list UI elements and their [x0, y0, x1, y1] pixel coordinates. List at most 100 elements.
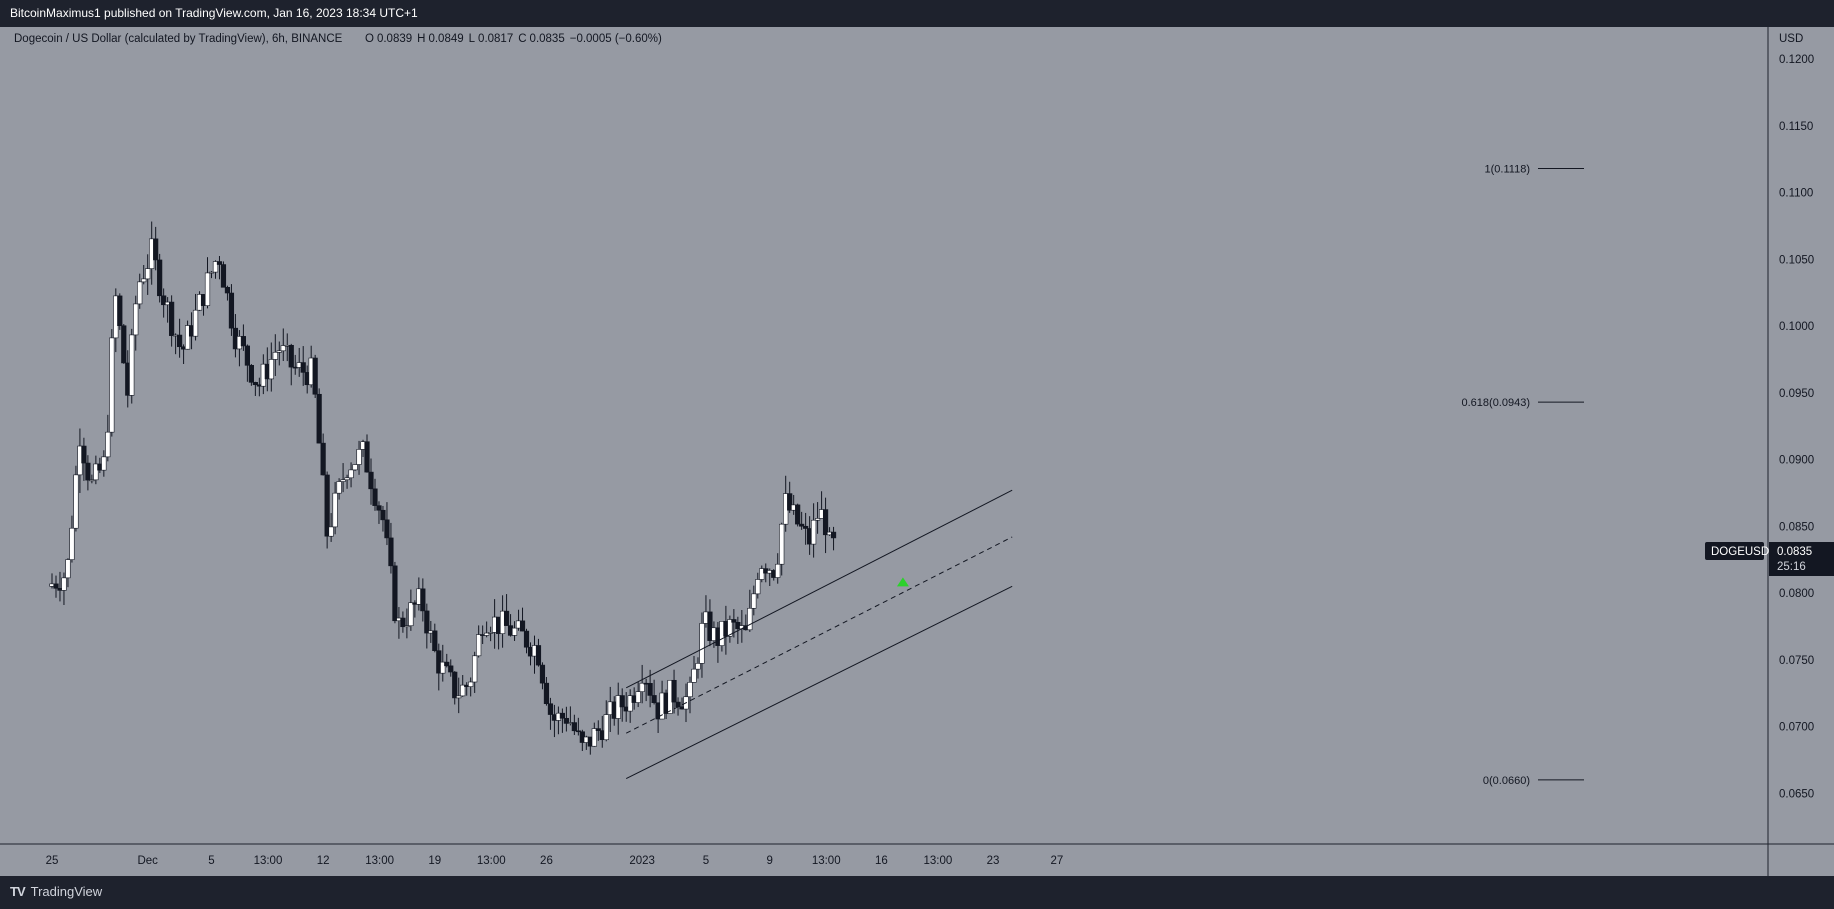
- symbol-price-label: DOGEUSD 0.0835 25:16: [1705, 542, 1834, 576]
- candle-down: [563, 717, 569, 724]
- legend-high-label: H: [417, 33, 425, 45]
- time-tick-label: 27: [1050, 855, 1063, 867]
- candle-up: [204, 272, 211, 306]
- candle-down: [220, 264, 227, 288]
- candle-down: [799, 523, 805, 527]
- time-tick-label: 2023: [629, 855, 655, 867]
- candle-down: [519, 620, 526, 632]
- candle-down: [452, 671, 458, 699]
- candle-up: [472, 655, 478, 683]
- candle-up: [208, 271, 215, 274]
- candle-up: [488, 632, 494, 634]
- candle-down: [248, 365, 254, 383]
- time-tick-label: 12: [317, 855, 330, 867]
- candle-up: [141, 278, 147, 283]
- candle-down: [559, 712, 565, 719]
- candle-down: [731, 619, 737, 623]
- candle-down: [388, 537, 394, 567]
- candle-up: [779, 523, 785, 565]
- time-tick-label: 5: [703, 855, 709, 867]
- channel-upper-line[interactable]: [625, 489, 1013, 689]
- candle-up: [811, 519, 817, 545]
- time-tick-label: Dec: [137, 855, 158, 867]
- candle-up: [276, 350, 282, 353]
- candle-down: [177, 334, 183, 348]
- fib-level-label: 0(0.0660): [1483, 775, 1530, 787]
- time-axis-panel[interactable]: [0, 844, 1768, 876]
- candle-down: [424, 610, 430, 634]
- candle-up: [408, 602, 414, 627]
- candle-up: [348, 469, 354, 479]
- candle-up: [695, 663, 701, 670]
- candle-up: [775, 563, 781, 578]
- price-axis-labels: 0.0650 0.0700 0.0750 0.0800 0.0850 0.0900 0.09…: [1779, 54, 1814, 800]
- candles-layer: [49, 221, 837, 755]
- footer-bar: TV TradingView: [0, 876, 1834, 909]
- candle-up: [699, 623, 705, 664]
- price-tick-label: 0.1200: [1779, 54, 1814, 66]
- price-tick-label: 0.0650: [1779, 788, 1814, 800]
- candle-down: [822, 509, 829, 536]
- drawings-layer: 1(0.1118) 0.618(0.0943) 0(0.0660): [625, 164, 1584, 787]
- candle-down: [671, 679, 677, 703]
- channel-median-line[interactable]: [625, 536, 1013, 734]
- time-tick-label: 13:00: [477, 855, 506, 867]
- price-axis-panel[interactable]: [1768, 27, 1834, 876]
- candle-up: [89, 479, 95, 482]
- fib-level-label: 1(0.1118): [1485, 164, 1530, 176]
- symbol-text: DOGEUSD: [1711, 546, 1769, 558]
- candle-down: [707, 611, 713, 641]
- candle-down: [324, 474, 330, 537]
- time-tick-label: 25: [46, 855, 59, 867]
- candle-up: [340, 479, 346, 482]
- candle-down: [830, 531, 837, 539]
- candle-up: [336, 481, 342, 494]
- candle-up: [691, 668, 697, 683]
- candle-down: [448, 665, 454, 673]
- price-chart[interactable]: 1(0.1118)0.618(0.0943)0(0.0660) 0.06500.…: [0, 27, 1834, 876]
- candle-down: [444, 661, 450, 667]
- candle-down: [169, 301, 175, 336]
- time-tick-label: 13:00: [365, 855, 394, 867]
- candle-down: [81, 445, 87, 464]
- candle-down: [575, 730, 581, 733]
- candle-up: [476, 634, 482, 657]
- candle-down: [503, 610, 510, 626]
- candle-down: [117, 295, 123, 327]
- legend-low-value: 0.0817: [478, 33, 513, 45]
- price-tick-label: 0.1150: [1779, 121, 1813, 133]
- candle-down: [595, 728, 601, 731]
- channel-lower-line[interactable]: [625, 585, 1013, 780]
- time-tick-label: 13:00: [254, 855, 283, 867]
- legend-ohlc: O 0.0839 H 0.0849 L 0.0817 C 0.0835 −0.0005 (−0.…: [365, 33, 662, 45]
- candle-down: [535, 645, 542, 666]
- tradingview-logo-icon: TV: [10, 884, 26, 899]
- candle-up: [109, 337, 115, 433]
- candle-down: [571, 722, 577, 732]
- candle-up: [759, 568, 765, 580]
- legend-title: Dogecoin / US Dollar (calculated by Trad…: [14, 33, 343, 45]
- legend-close-label: C: [518, 33, 526, 45]
- chart-area[interactable]: 1(0.1118) 0.618(0.0943) 0(0.0660) 0.0650 0.…: [0, 27, 1834, 876]
- green-triangle-marker-icon: [896, 577, 909, 587]
- candle-up: [61, 577, 67, 591]
- candle-up: [352, 464, 358, 471]
- candle-down: [320, 442, 326, 476]
- tradingview-brand[interactable]: TV TradingView: [10, 884, 102, 899]
- candle-down: [252, 382, 258, 386]
- candle-down: [432, 630, 438, 651]
- legend-close-value: 0.0835: [530, 33, 565, 45]
- candle-up: [65, 559, 71, 579]
- publisher-text: BitcoinMaximus1 published on TradingView…: [10, 6, 418, 20]
- candle-down: [787, 493, 793, 511]
- candle-up: [212, 261, 219, 273]
- candle-up: [468, 681, 474, 687]
- legend-low-label: L: [469, 33, 476, 45]
- candle-up: [440, 661, 446, 674]
- candle-up: [627, 695, 633, 712]
- countdown-text: 25:16: [1777, 561, 1806, 573]
- symbol-tag: [1705, 542, 1764, 560]
- candle-up: [511, 627, 518, 636]
- candle-down: [244, 345, 250, 366]
- candle-down: [364, 441, 370, 473]
